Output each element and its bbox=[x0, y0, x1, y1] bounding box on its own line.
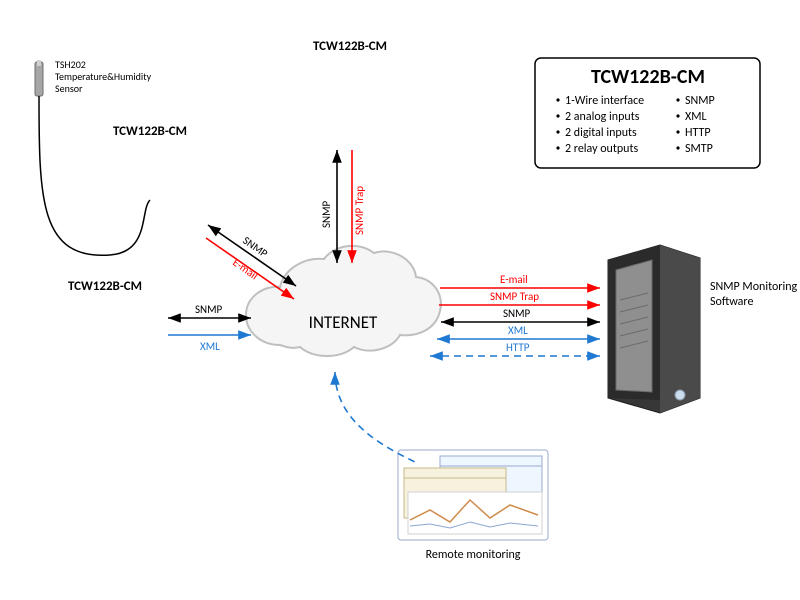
device-middle-label: TCW122B-CM bbox=[113, 124, 187, 139]
link-remote-monitor bbox=[335, 372, 415, 462]
device-bottom: TCW122B-CM bbox=[52, 279, 160, 372]
sensor-line3: Sensor bbox=[55, 82, 83, 95]
proto-d2-snmp: SNMP bbox=[320, 200, 333, 228]
proto-srv-xml: XML bbox=[508, 324, 528, 337]
proto-d3-xml: XML bbox=[200, 340, 220, 353]
proto-srv-http: HTTP bbox=[506, 341, 530, 354]
proto-srv-email: E-mail bbox=[500, 273, 528, 286]
proto-srv-trap: SNMP Trap bbox=[490, 290, 539, 303]
svg-text:2 digital inputs: 2 digital inputs bbox=[565, 126, 637, 140]
svg-text:SNMP: SNMP bbox=[685, 94, 715, 108]
internet-label: INTERNET bbox=[309, 312, 378, 333]
device-middle: TCW122B-CM bbox=[97, 124, 205, 216]
svg-text:2 relay outputs: 2 relay outputs bbox=[565, 142, 638, 156]
link-server: E-mail SNMP Trap SNMP XML HTTP bbox=[430, 273, 600, 356]
svg-text:2 analog inputs: 2 analog inputs bbox=[565, 110, 640, 124]
svg-text:1-Wire interface: 1-Wire interface bbox=[565, 94, 644, 108]
sensor: TSH202 Temperature&Humidity Sensor bbox=[35, 58, 152, 255]
snmp-server: SNMP Monitoring Software bbox=[608, 245, 798, 413]
feature-box-title: TCW122B-CM bbox=[591, 65, 705, 89]
remote-monitor-caption: Remote monitoring bbox=[426, 548, 521, 562]
remote-monitor: Remote monitoring bbox=[398, 450, 548, 562]
svg-text:HTTP: HTTP bbox=[685, 126, 711, 140]
svg-text:SMTP: SMTP bbox=[685, 142, 713, 156]
internet-cloud: INTERNET bbox=[246, 246, 441, 356]
feature-box: TCW122B-CM 1-Wire interface 2 analog inp… bbox=[535, 58, 760, 168]
proto-d1-email: E-mail bbox=[230, 256, 260, 283]
proto-d2-trap: SNMP Trap bbox=[353, 186, 366, 235]
device-bottom-label: TCW122B-CM bbox=[68, 279, 142, 294]
link-d3: SNMP XML bbox=[168, 303, 251, 353]
svg-text:XML: XML bbox=[685, 110, 707, 124]
server-caption-1: SNMP Monitoring bbox=[710, 280, 798, 294]
proto-srv-snmp: SNMP bbox=[503, 307, 531, 320]
server-caption-2: Software bbox=[710, 295, 753, 309]
proto-d3-snmp: SNMP bbox=[195, 303, 223, 316]
device-top-label: TCW122B-CM bbox=[313, 39, 387, 54]
device-top: TCW122B-CM bbox=[297, 39, 405, 132]
proto-d1-snmp: SNMP bbox=[240, 234, 270, 260]
